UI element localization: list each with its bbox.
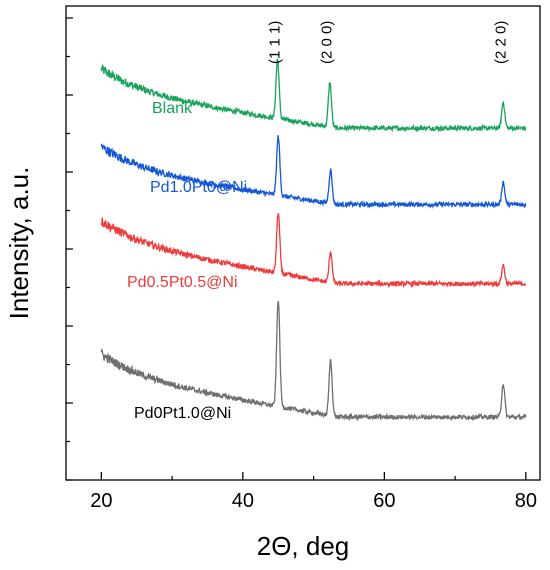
x-tick-label: 80 <box>515 490 537 512</box>
x-axis-ticks: 20 40 60 80 <box>90 472 537 512</box>
series-label: Blank <box>152 100 193 117</box>
peak-annotation: (1 1 1) <box>267 21 284 64</box>
x-axis-label: 2Θ, deg <box>257 531 350 561</box>
x-tick-label: 20 <box>90 490 112 512</box>
series-labels: Blank Pd1.0Pt0@Ni Pd0.5Pt0.5@Ni Pd0Pt1.0@Ni <box>127 100 247 422</box>
series-label: Pd0.5Pt0.5@Ni <box>127 274 238 291</box>
series-group <box>100 58 527 422</box>
y-axis-ticks <box>66 17 73 481</box>
y-axis-label: Intensity, a.u. <box>4 167 34 320</box>
peak-annotation: (2 2 0) <box>492 21 509 64</box>
peak-annotations: (1 1 1) (2 0 0) (2 2 0) <box>267 21 510 64</box>
series-line-2 <box>100 213 527 289</box>
series-label: Pd0Pt1.0@Ni <box>134 405 231 422</box>
peak-annotation: (2 0 0) <box>318 21 335 64</box>
series-line-0 <box>100 58 527 133</box>
x-tick-label: 60 <box>373 490 395 512</box>
plot-frame <box>65 5 541 481</box>
series-line-1 <box>100 135 527 209</box>
x-tick-label: 40 <box>232 490 254 512</box>
series-label: Pd1.0Pt0@Ni <box>150 179 247 196</box>
series-line-3 <box>100 301 527 422</box>
